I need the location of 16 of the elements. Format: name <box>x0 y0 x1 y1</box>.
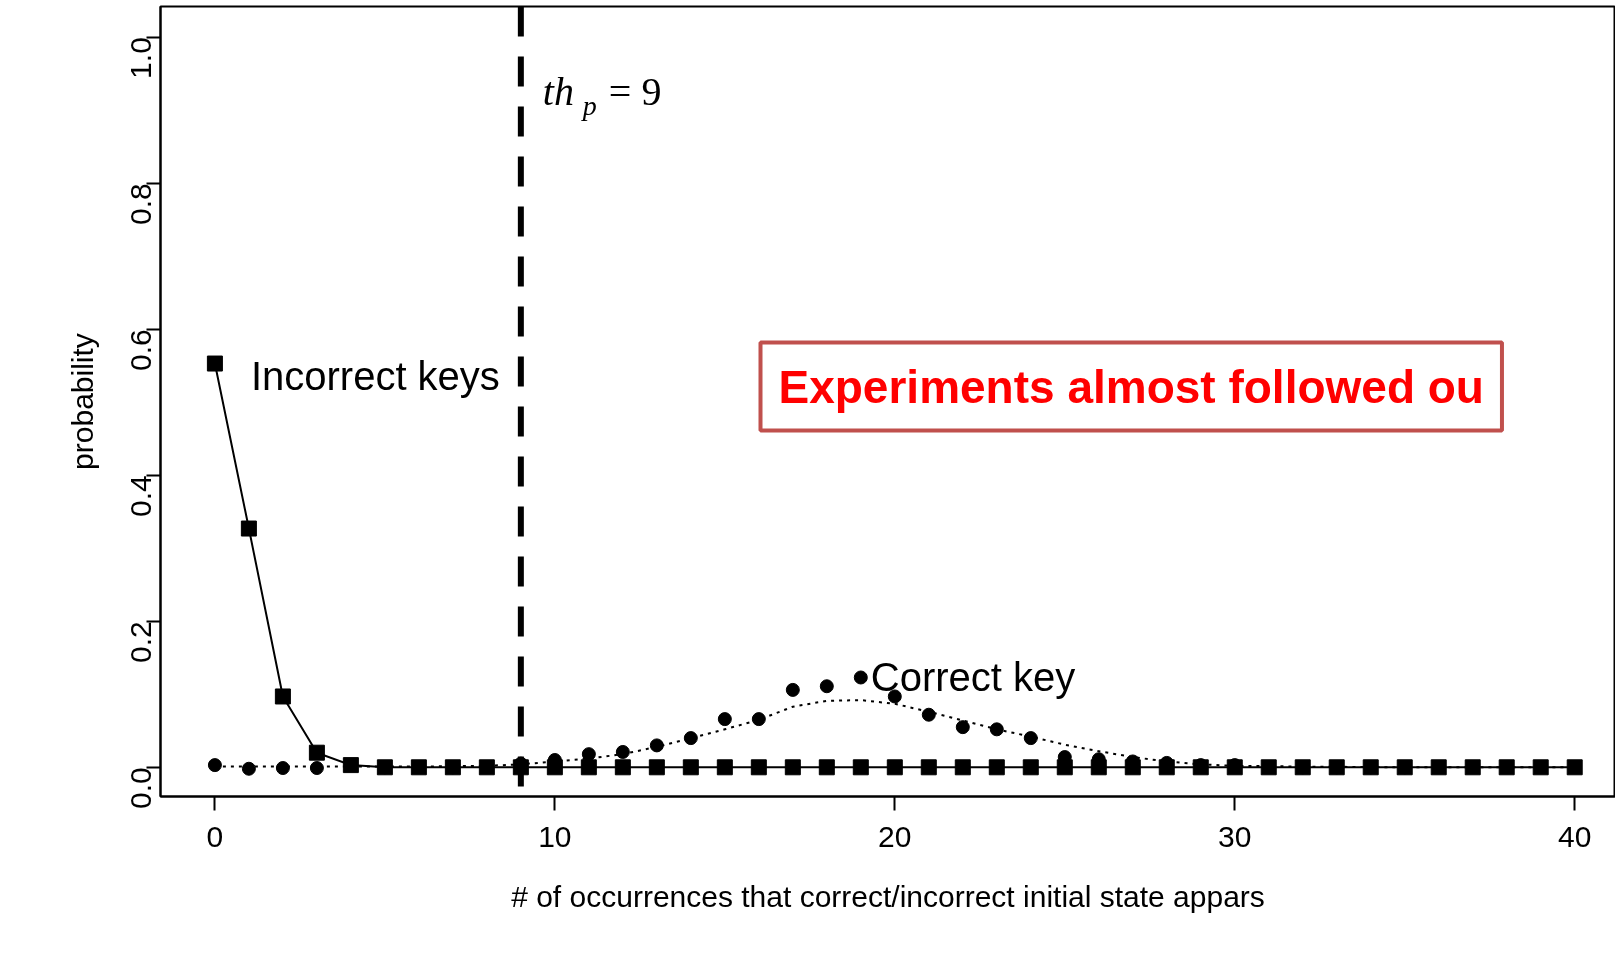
x-tick-label: 0 <box>206 819 224 853</box>
y-tick-label: 0.6 <box>124 329 158 371</box>
x-tick-label: 10 <box>538 819 572 853</box>
x-tick-label: 40 <box>1558 819 1592 853</box>
y-tick-label: 1.0 <box>124 37 158 79</box>
series-label: Incorrect keys <box>250 353 500 398</box>
y-tick-label: 0.8 <box>124 183 158 225</box>
y-tick-label: 0.0 <box>124 767 158 809</box>
y-tick-label: 0.2 <box>124 621 158 663</box>
y-axis-title: probability <box>65 333 99 470</box>
x-axis-title: # of occurrences that correct/incorrect initial state appars <box>511 879 1265 913</box>
x-tick-label: 30 <box>1218 819 1252 853</box>
x-tick-label: 20 <box>878 819 912 853</box>
series-label: Correct key <box>870 655 1076 700</box>
y-tick-label: 0.4 <box>124 475 158 517</box>
annotation: Experiments almost followed ou <box>778 360 1484 413</box>
